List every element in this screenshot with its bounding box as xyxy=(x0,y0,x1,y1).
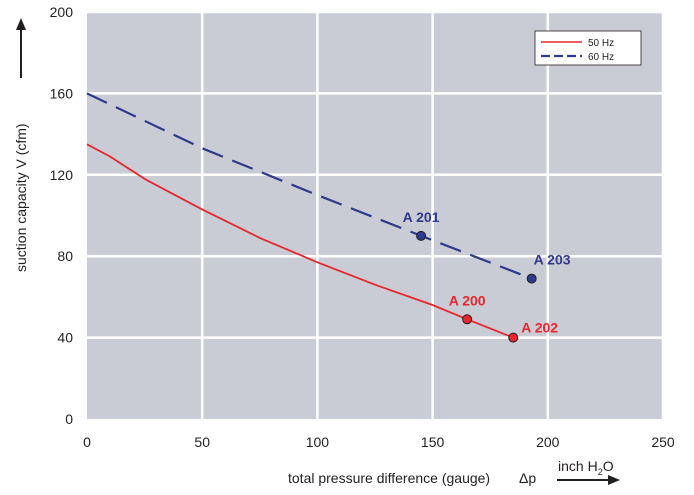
point-label: A 200 xyxy=(449,292,486,308)
x-tick-label: 0 xyxy=(83,434,91,450)
x-axis-label: total pressure difference (gauge) xyxy=(288,470,490,486)
x-axis-arrow-icon xyxy=(557,475,620,485)
legend-box xyxy=(534,30,642,66)
x-tick-label: 150 xyxy=(421,434,445,450)
plot-area xyxy=(87,12,663,419)
grid-lines xyxy=(87,10,665,419)
x-tick-label: 250 xyxy=(651,434,675,450)
x-tick-label: 100 xyxy=(306,434,330,450)
x-tick-labels: 0 50 100 150 200 250 xyxy=(83,434,675,450)
x-axis-unit: inch H2O xyxy=(558,458,614,477)
y-tick-label: 40 xyxy=(57,330,73,346)
legend: 50 Hz 60 Hz xyxy=(534,30,642,66)
y-tick-label: 160 xyxy=(50,85,74,101)
data-point-a202 xyxy=(508,332,519,343)
y-axis-arrow-icon xyxy=(16,18,26,78)
point-label: A 201 xyxy=(403,209,440,225)
data-points: A 200 A 202 A 201 A 203 xyxy=(403,209,571,343)
y-tick-label: 0 xyxy=(65,411,73,427)
data-point-a201 xyxy=(416,230,427,241)
x-tick-label: 50 xyxy=(194,434,210,450)
legend-label-50hz: 50 Hz xyxy=(588,38,614,49)
x-axis-symbol: Δp xyxy=(519,470,536,486)
legend-label-60hz: 60 Hz xyxy=(588,52,614,63)
series-line-50hz xyxy=(86,143,514,339)
series-lines xyxy=(86,92,533,339)
point-label: A 203 xyxy=(534,252,571,268)
y-tick-labels: 0 40 80 120 160 200 xyxy=(50,4,74,427)
data-point-a203 xyxy=(526,273,537,284)
y-axis-label: suction capacity V (cfm) xyxy=(13,123,29,272)
data-point-a200 xyxy=(462,314,473,325)
y-tick-label: 80 xyxy=(57,248,73,264)
x-tick-label: 200 xyxy=(536,434,560,450)
series-line-60hz xyxy=(86,92,533,280)
y-tick-label: 120 xyxy=(50,167,74,183)
point-label: A 202 xyxy=(521,320,558,336)
y-tick-label: 200 xyxy=(50,4,74,20)
